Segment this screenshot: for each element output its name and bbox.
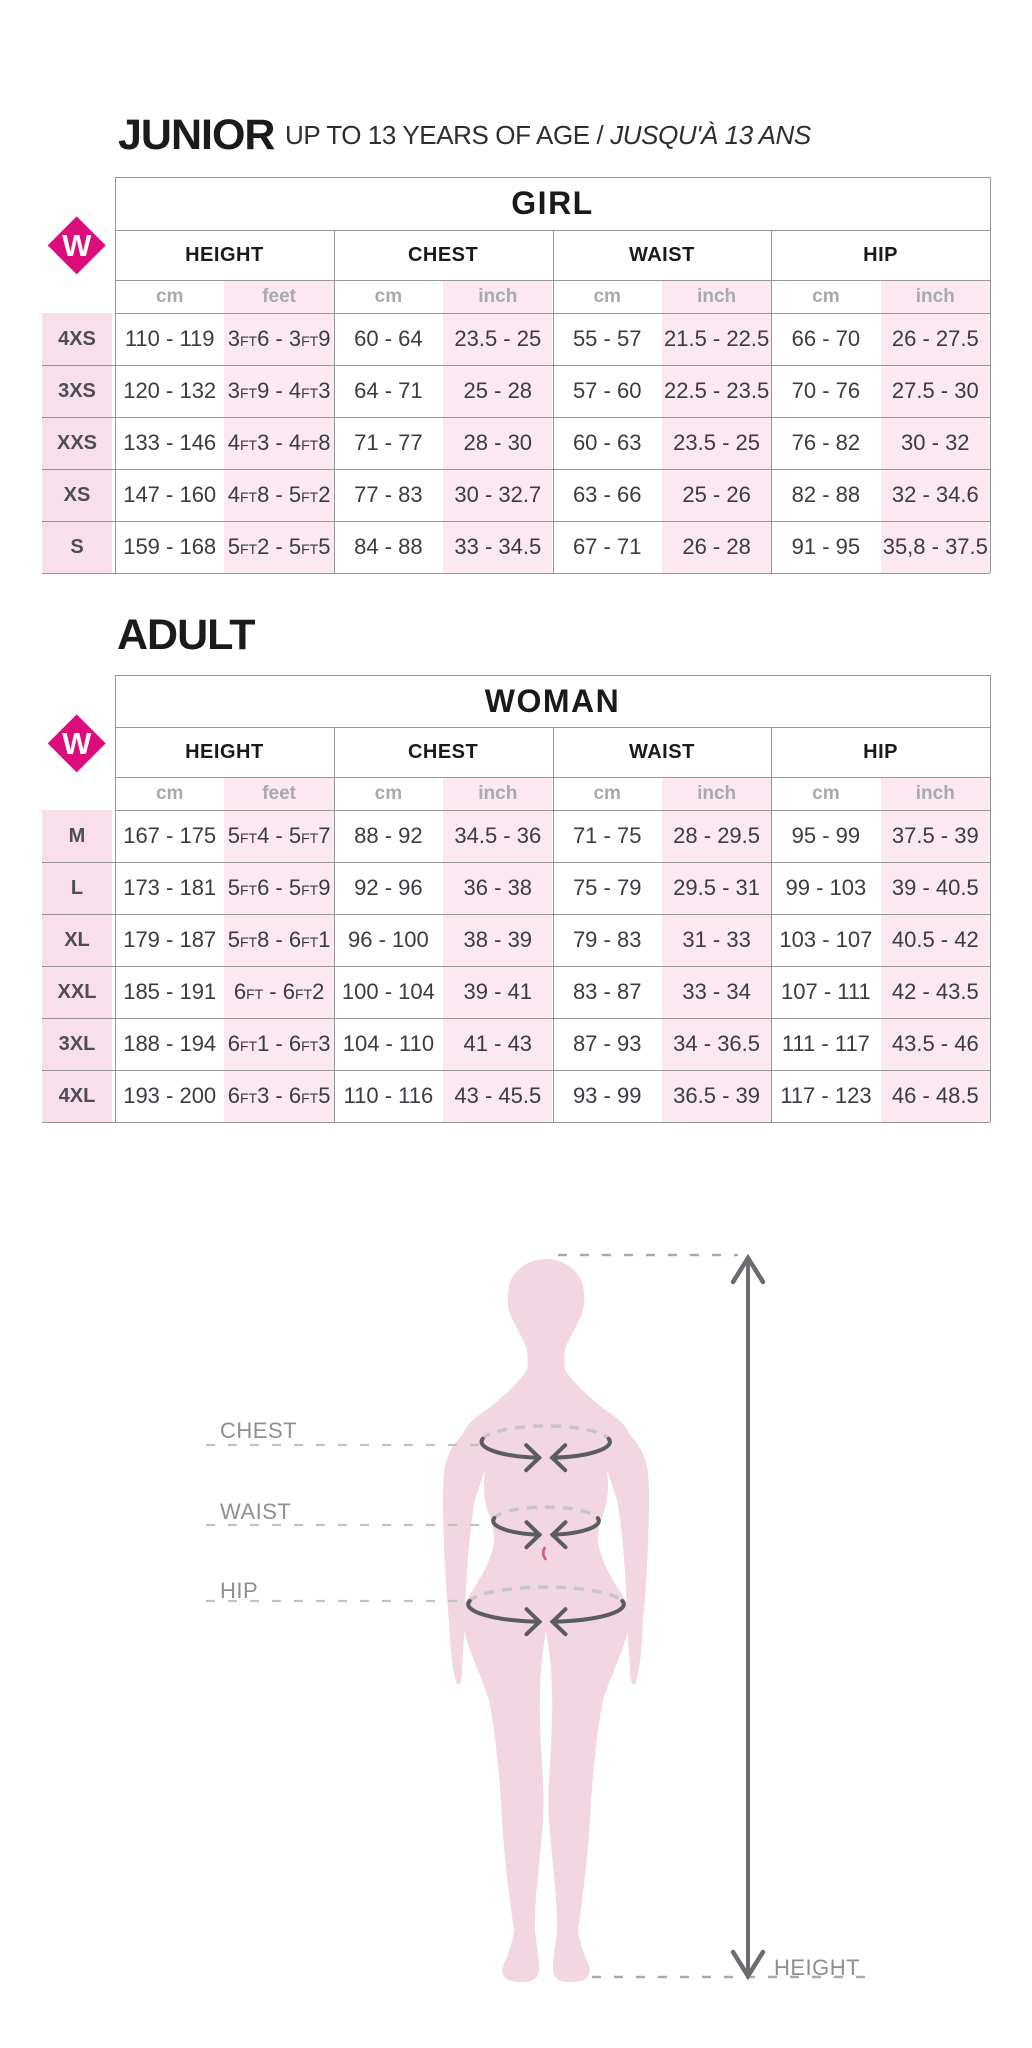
svg-text:WAIST: WAIST [220, 1499, 291, 1524]
svg-text:HEIGHT: HEIGHT [774, 1955, 860, 1980]
svg-text:CHEST: CHEST [220, 1418, 297, 1443]
svg-text:HIP: HIP [220, 1578, 258, 1603]
